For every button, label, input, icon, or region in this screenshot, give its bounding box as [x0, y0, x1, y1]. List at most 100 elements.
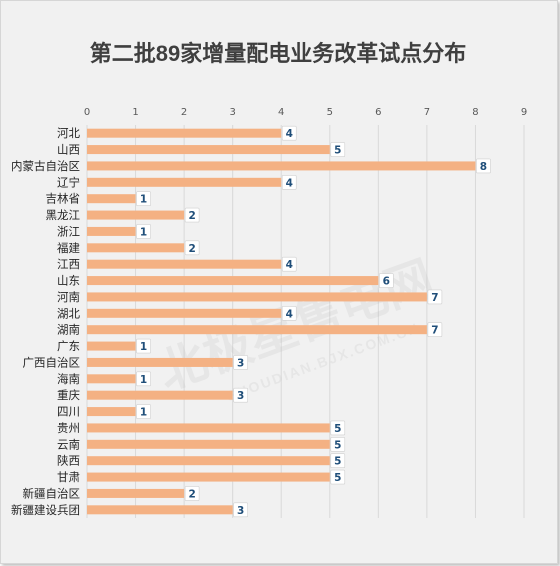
x-tick-label-3: 3 [229, 107, 235, 118]
bar-5 [87, 210, 185, 220]
data-label-box-21 [330, 469, 346, 485]
data-label-box-12 [427, 322, 443, 337]
category-label-22: 新疆自治区 [23, 486, 81, 500]
category-label-13: 广东 [57, 339, 80, 353]
bar-1 [87, 145, 330, 155]
data-label-13: 1 [140, 341, 147, 353]
data-label-box-7 [184, 240, 200, 256]
category-label-9: 山东 [57, 274, 80, 288]
data-label-1: 5 [334, 145, 341, 157]
data-label-box-6 [136, 224, 151, 239]
x-tick-label-6: 6 [375, 107, 381, 118]
category-label-15: 海南 [57, 372, 80, 386]
data-label-0: 4 [286, 128, 293, 140]
data-label-11: 4 [286, 308, 293, 320]
category-label-10: 河南 [57, 290, 80, 304]
data-label-21: 5 [334, 472, 341, 484]
data-label-box-10 [427, 289, 443, 305]
data-label-box-2 [476, 158, 491, 174]
data-label-box-1 [330, 142, 346, 157]
data-label-box-20 [330, 453, 346, 468]
grid-lines [86, 125, 525, 518]
data-label-19: 5 [334, 439, 341, 451]
category-labels: 河北山西内蒙古自治区辽宁吉林省黑龙江浙江福建江西山东河南湖北湖南广东广西自治区海… [11, 126, 80, 517]
data-label-box-11 [281, 306, 297, 321]
bar-20 [87, 456, 330, 466]
category-label-14: 广西自治区 [23, 355, 81, 369]
x-tick-label-9: 9 [521, 107, 527, 118]
bar-17 [87, 407, 136, 417]
x-tick-labels: 0 1 2 3 4 5 6 7 8 9 [84, 107, 527, 118]
category-label-0: 河北 [57, 126, 80, 140]
bar-19 [87, 439, 330, 449]
bar-10 [87, 292, 427, 302]
bar-8 [87, 259, 282, 269]
category-label-12: 湖南 [57, 323, 80, 337]
data-label-9: 6 [383, 276, 390, 288]
category-label-1: 山西 [57, 143, 80, 157]
data-label-box-16 [233, 387, 248, 403]
data-label-2: 8 [480, 161, 487, 173]
data-label-box-17 [136, 404, 151, 419]
bar-12 [87, 325, 427, 335]
category-label-17: 四川 [57, 405, 80, 419]
data-label-box-13 [136, 338, 151, 354]
data-label-7: 2 [188, 243, 195, 255]
bar-6 [87, 226, 136, 236]
data-label-17: 1 [140, 407, 147, 419]
category-label-16: 重庆 [57, 388, 80, 402]
data-label-box-0 [281, 125, 297, 141]
x-tick-label-7: 7 [424, 107, 430, 118]
data-label-5: 2 [188, 210, 195, 222]
category-label-5: 黑龙江 [46, 208, 81, 222]
bar-16 [87, 390, 233, 400]
x-tick-label-2: 2 [181, 107, 187, 118]
category-label-7: 福建 [57, 241, 80, 255]
bar-0 [87, 128, 282, 138]
x-tick-label-8: 8 [472, 107, 478, 118]
bar-15 [87, 374, 136, 384]
category-label-3: 辽宁 [57, 175, 80, 189]
x-tick-label-0: 0 [84, 107, 90, 118]
category-label-11: 湖北 [57, 306, 80, 320]
data-label-23: 3 [237, 505, 244, 517]
bar-13 [87, 341, 136, 351]
data-label-3: 4 [286, 177, 293, 189]
bar-14 [87, 357, 233, 367]
bars [87, 128, 476, 515]
category-label-18: 贵州 [57, 421, 80, 435]
x-tick-label-5: 5 [327, 107, 333, 118]
data-label-10: 7 [431, 292, 438, 304]
category-label-2: 内蒙古自治区 [11, 159, 80, 173]
data-label-box-23 [233, 502, 248, 518]
data-label-22: 2 [188, 488, 195, 500]
data-label-6: 1 [140, 226, 147, 238]
data-label-15: 1 [140, 374, 147, 386]
category-label-20: 陕西 [57, 454, 80, 468]
category-label-6: 浙江 [57, 224, 80, 238]
data-label-box-18 [330, 420, 346, 436]
chart-title: 第二批89家增量配电业务改革试点分布 [89, 41, 467, 66]
data-label-20: 5 [334, 456, 341, 468]
bar-22 [87, 488, 185, 498]
data-label-18: 5 [334, 423, 341, 435]
data-label-4: 1 [140, 194, 147, 206]
bar-18 [87, 423, 330, 433]
bar-2 [87, 161, 476, 171]
bar-4 [87, 194, 136, 204]
data-label-box-15 [136, 371, 151, 387]
category-label-8: 江西 [57, 257, 80, 271]
category-label-21: 甘肃 [57, 470, 80, 484]
data-labels: 4 5 8 4 1 2 1 2 4 6 7 4 7 1 3 1 3 1 5 5 5 5 2 3 [136, 125, 491, 518]
data-label-box-8 [281, 256, 297, 272]
x-tick-label-1: 1 [132, 107, 138, 118]
bar-11 [87, 308, 282, 318]
bar-9 [87, 276, 379, 286]
data-label-box-5 [184, 207, 200, 223]
category-label-4: 吉林省 [46, 192, 81, 206]
data-label-14: 3 [237, 357, 244, 369]
bar-3 [87, 177, 282, 187]
data-label-box-4 [136, 191, 151, 206]
x-tick-label-4: 4 [278, 107, 284, 118]
